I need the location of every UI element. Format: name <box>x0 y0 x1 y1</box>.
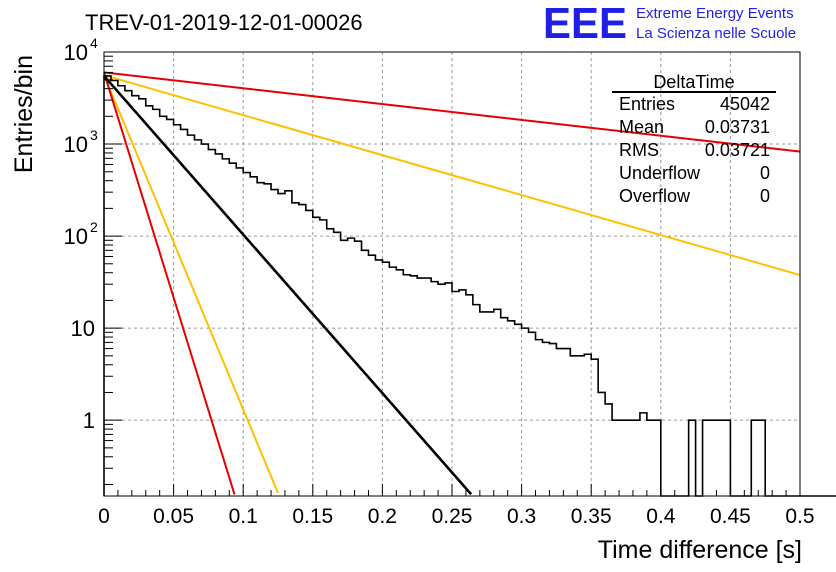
x-tick-label: 0.3 <box>507 505 536 528</box>
x-tick-label: 0.5 <box>785 505 814 528</box>
x-tick-label: 0.05 <box>153 505 194 528</box>
y-axis-label: Entries/bin <box>10 55 38 173</box>
y-tick-exponent: 3 <box>90 127 98 143</box>
x-tick-label: 0.1 <box>229 505 258 528</box>
y-tick-label: 10 <box>64 224 88 249</box>
x-axis-label: Time difference [s] <box>598 536 802 564</box>
logo-line-1: Extreme Energy Events <box>636 5 794 22</box>
y-tick-label: 10 <box>64 132 88 157</box>
reference-line <box>103 71 801 153</box>
fit-line <box>103 75 473 496</box>
stats-box: DeltaTime Entries 45042 Mean 0.03731 RMS… <box>612 72 776 206</box>
x-tick-label: 0.4 <box>646 505 676 528</box>
x-tick-label: 0.25 <box>432 505 473 528</box>
x-tick-label: 0 <box>98 505 110 528</box>
stats-label-underflow: Underflow <box>619 163 701 183</box>
reference-line <box>103 72 236 495</box>
histogram <box>103 75 836 497</box>
y-tick-label: 1 <box>83 408 95 433</box>
eee-logo: EEE Extreme Energy Events La Scienza nel… <box>543 0 796 48</box>
stats-title: DeltaTime <box>653 72 734 92</box>
stats-value-mean: 0.03731 <box>705 117 770 137</box>
stats-value-underflow: 0 <box>760 163 770 183</box>
x-tick-label: 0.35 <box>571 505 612 528</box>
y-tick-exponent: 4 <box>90 35 98 51</box>
stats-value-rms: 0.03721 <box>705 140 770 160</box>
stats-label-mean: Mean <box>619 117 664 137</box>
x-tick-label: 0.2 <box>368 505 397 528</box>
reference-line <box>103 74 801 277</box>
chart-title: TREV-01-2019-12-01-00026 <box>85 10 363 35</box>
logo-line-2: La Scienza nelle Scuole <box>636 25 796 42</box>
y-tick-label: 10 <box>64 40 88 65</box>
reference-line <box>103 74 279 494</box>
stats-label-rms: RMS <box>619 140 659 160</box>
x-tick-label: 0.45 <box>710 505 751 528</box>
axes: 0 0.05 0.1 0.15 0.2 0.25 0.3 0.35 0.4 0.45 0.5 1 10 1… <box>64 35 815 528</box>
stats-value-overflow: 0 <box>760 186 770 206</box>
x-tick-label: 0.15 <box>292 505 333 528</box>
stats-label-entries: Entries <box>619 94 675 114</box>
y-tick-label: 10 <box>71 316 95 341</box>
stats-value-entries: 45042 <box>720 94 770 114</box>
grid-lines <box>104 52 800 496</box>
plot-series <box>103 71 836 497</box>
eee-logo-text: EEE <box>543 0 627 48</box>
stats-label-overflow: Overflow <box>619 186 691 206</box>
y-tick-exponent: 2 <box>90 219 98 235</box>
